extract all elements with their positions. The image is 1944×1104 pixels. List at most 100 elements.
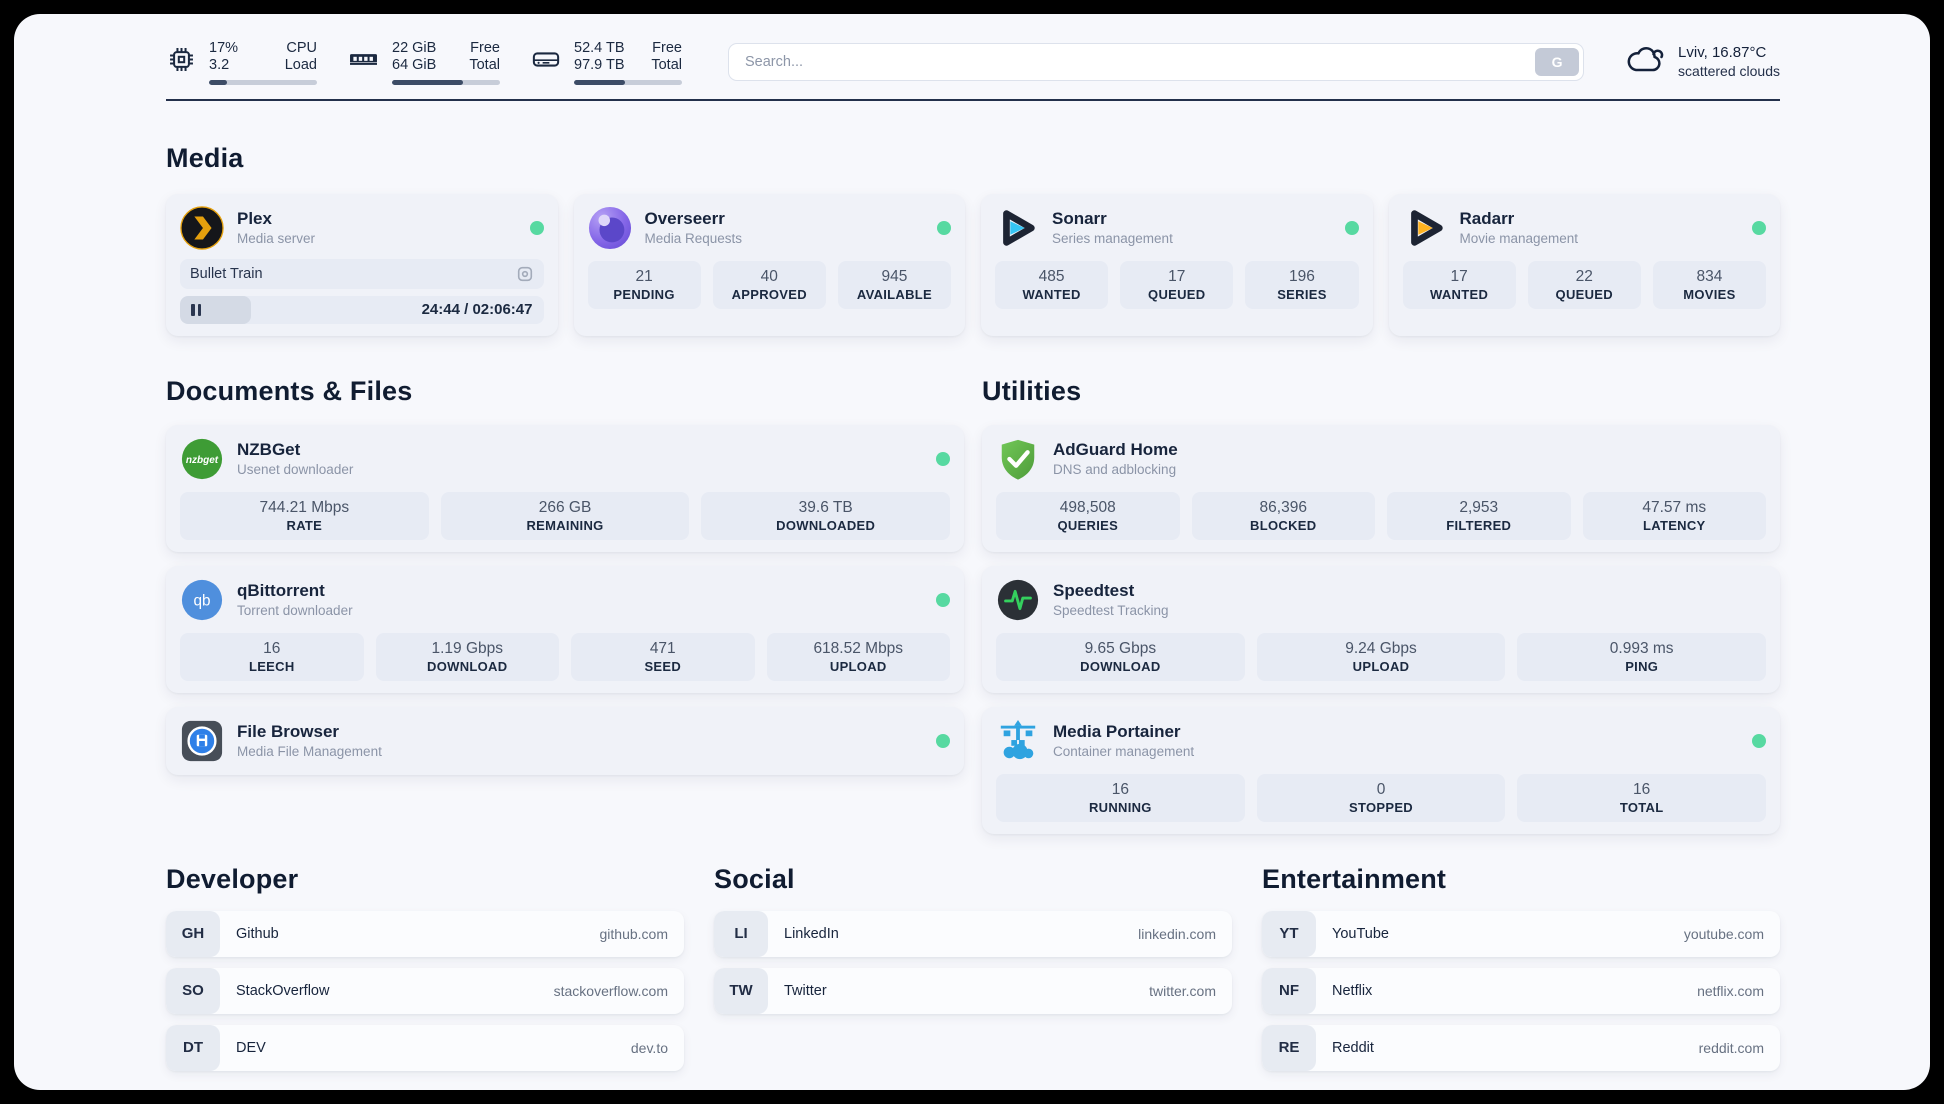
stat-download: 9.65 Gbps DOWNLOAD xyxy=(996,632,1245,681)
weather-location-temp: Lviv, 16.87°C xyxy=(1678,44,1767,62)
section-title-utilities: Utilities xyxy=(982,375,1082,406)
app-name: AdGuard Home xyxy=(1053,440,1178,460)
disk-icon xyxy=(530,44,562,80)
stat-queries: 498,508 QUERIES xyxy=(996,491,1180,540)
app-card-nzbget[interactable]: nzbget NZBGet Usenet downloader 74 xyxy=(166,424,964,552)
cpu-load-label: Load xyxy=(284,57,317,74)
linkedin-tile-icon: LI xyxy=(714,910,768,957)
app-name: Plex xyxy=(237,209,272,229)
stat-pending: 21 PENDING xyxy=(587,260,701,309)
ram-progress-bar xyxy=(392,79,500,85)
stat-latency: 47.57 ms LATENCY xyxy=(1582,491,1766,540)
stat-wanted: 17 WANTED xyxy=(1402,260,1516,309)
reddit-tile-icon: RE xyxy=(1262,1024,1316,1071)
stat-total: 16 TOTAL xyxy=(1517,773,1767,822)
disk-total-label: Total xyxy=(651,57,682,74)
link-dev[interactable]: DT DEV dev.to xyxy=(166,1024,684,1071)
app-name: Sonarr xyxy=(1052,209,1107,229)
ram-stat: 22 GiB 64 GiB Free Total xyxy=(347,40,500,85)
link-netflix[interactable]: NF Netflix netflix.com xyxy=(1262,967,1780,1014)
status-dot xyxy=(1752,733,1766,748)
app-card-radarr[interactable]: Radarr Movie management 17 WANTED 22 QUEUE… xyxy=(1388,193,1780,336)
link-github[interactable]: GH Github github.com xyxy=(166,910,684,957)
cpu-stat: 17% 3.2 CPU Load xyxy=(166,40,317,85)
overseerr-icon xyxy=(588,206,632,250)
link-youtube[interactable]: YT YouTube youtube.com xyxy=(1262,910,1780,957)
status-dot xyxy=(936,451,950,466)
app-desc: Media server xyxy=(237,231,316,247)
ram-total-label: Total xyxy=(469,57,500,74)
app-card-sonarr[interactable]: Sonarr Series management 485 WANTED 17 QUE… xyxy=(981,193,1373,336)
status-dot xyxy=(936,592,950,607)
cast-icon[interactable] xyxy=(516,265,534,283)
app-name: Overseerr xyxy=(644,209,725,229)
link-stackoverflow[interactable]: SO StackOverflow stackoverflow.com xyxy=(166,967,684,1014)
disk-stat: 52.4 TB 97.9 TB Free Total xyxy=(530,40,682,85)
stat-running: 16 RUNNING xyxy=(996,773,1245,822)
stat-movies: 834 MOVIES xyxy=(1652,260,1767,309)
app-card-speedtest[interactable]: Speedtest Speedtest Tracking 9.65 Gbps DO… xyxy=(982,565,1780,693)
status-dot xyxy=(1752,220,1766,235)
twitter-tile-icon: TW xyxy=(714,967,768,1014)
status-dot xyxy=(1344,220,1359,235)
app-desc: Media File Management xyxy=(237,744,382,760)
stat-seed: 471 SEED xyxy=(571,632,755,681)
ram-free-label: Free xyxy=(470,40,500,56)
plex-icon xyxy=(180,206,224,250)
stat-filtered: 2,953 FILTERED xyxy=(1387,491,1571,540)
stat-downloaded: 39.6 TB DOWNLOADED xyxy=(701,491,951,540)
search-input[interactable] xyxy=(728,43,1585,82)
app-name: Speedtest xyxy=(1053,581,1135,601)
ram-free-value: 22 GiB xyxy=(392,40,437,56)
app-desc: Container management xyxy=(1053,744,1195,760)
app-card-adguard[interactable]: AdGuard Home DNS and adblocking 498,508 Q… xyxy=(982,424,1780,552)
now-playing-bar: Bullet Train xyxy=(180,258,544,289)
top-bar: 17% 3.2 CPU Load xyxy=(166,40,1780,85)
app-desc: Torrent downloader xyxy=(237,603,353,619)
stackoverflow-tile-icon: SO xyxy=(166,967,220,1014)
dev-tile-icon: DT xyxy=(166,1024,220,1071)
search-engine-button[interactable]: G xyxy=(1535,48,1580,77)
bookmark-group-entertainment: Entertainment YT YouTube youtube.com NF … xyxy=(1262,864,1780,1071)
dashboard-page: 17% 3.2 CPU Load xyxy=(14,14,1930,1090)
svg-text:qb: qb xyxy=(193,593,210,610)
app-card-plex[interactable]: Plex Media server Bullet Train xyxy=(166,193,558,336)
netflix-tile-icon: NF xyxy=(1262,967,1316,1014)
pause-icon[interactable] xyxy=(191,303,201,316)
app-card-qbittorrent[interactable]: qb qBittorrent Torrent downloader xyxy=(166,565,964,693)
portainer-icon xyxy=(996,719,1040,763)
stat-queued: 22 QUEUED xyxy=(1527,260,1641,309)
app-name: NZBGet xyxy=(237,440,301,460)
section-title-entertainment: Entertainment xyxy=(1262,863,1447,894)
app-card-portainer[interactable]: Media Portainer Container management 16 R… xyxy=(982,706,1780,834)
now-playing-title: Bullet Train xyxy=(190,265,263,282)
bookmark-group-social: Social LI LinkedIn linkedin.com TW Twitt… xyxy=(714,864,1232,1071)
radarr-icon xyxy=(1403,206,1447,250)
link-twitter[interactable]: TW Twitter twitter.com xyxy=(714,967,1232,1014)
app-name: Radarr xyxy=(1459,209,1515,229)
stat-leech: 16 LEECH xyxy=(180,632,364,681)
speedtest-icon xyxy=(996,578,1040,622)
stat-available: 945 AVAILABLE xyxy=(837,260,952,309)
status-dot xyxy=(529,220,544,235)
app-desc: Speedtest Tracking xyxy=(1053,603,1169,619)
stat-download: 1.19 Gbps DOWNLOAD xyxy=(375,632,559,681)
stat-upload: 618.52 Mbps UPLOAD xyxy=(766,632,950,681)
search-bar: G xyxy=(728,43,1585,82)
disk-free-value: 52.4 TB xyxy=(574,40,625,56)
playback-time: 24:44 / 02:06:47 xyxy=(421,300,533,318)
ram-total-value: 64 GiB xyxy=(392,57,437,74)
status-dot xyxy=(937,220,951,235)
app-desc: Movie management xyxy=(1459,231,1579,247)
section-title-developer: Developer xyxy=(166,863,299,894)
section-title-documents: Documents & Files xyxy=(166,375,413,406)
link-linkedin[interactable]: LI LinkedIn linkedin.com xyxy=(714,910,1232,957)
app-desc: Series management xyxy=(1052,231,1173,247)
app-card-overseerr[interactable]: Overseerr Media Requests 21 PENDING 40 APP… xyxy=(573,193,965,336)
stat-ping: 0.993 ms PING xyxy=(1517,632,1767,681)
app-card-filebrowser[interactable]: File Browser Media File Management xyxy=(166,706,964,775)
stat-remaining: 266 GB REMAINING xyxy=(440,491,690,540)
cpu-icon xyxy=(166,44,197,80)
disk-free-label: Free xyxy=(652,40,682,56)
link-reddit[interactable]: RE Reddit reddit.com xyxy=(1262,1024,1780,1071)
